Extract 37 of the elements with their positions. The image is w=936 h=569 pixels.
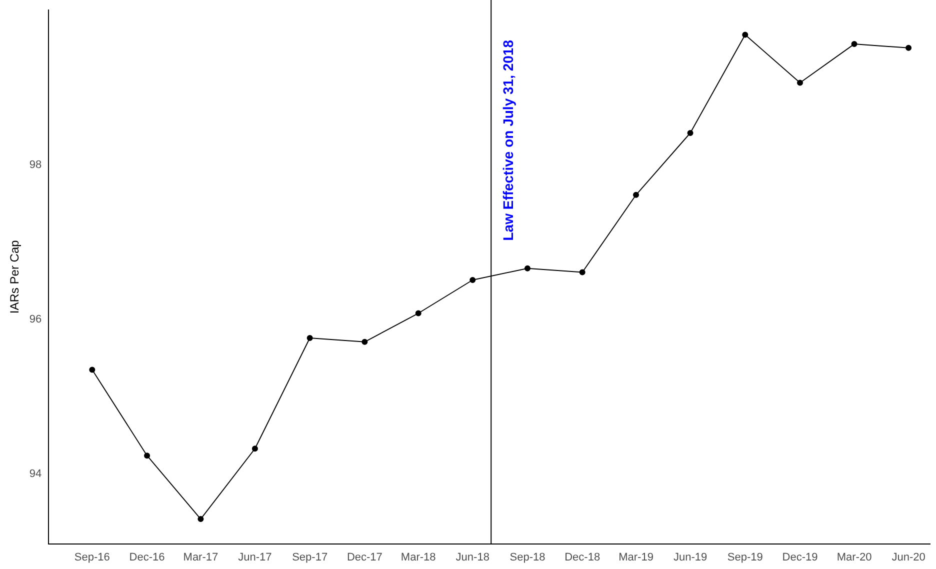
point (579, 269, 586, 276)
point (742, 32, 748, 38)
y-axis-title: IARs Per Cap (8, 240, 22, 314)
x-tick-label: Mar-18 (400, 551, 436, 564)
point (687, 130, 694, 136)
point (524, 265, 530, 272)
point (633, 192, 640, 198)
y-tick-label: 94 (29, 468, 42, 480)
x-tick-label: Jun-18 (456, 551, 490, 564)
x-tick-label: Dec-17 (346, 551, 382, 564)
x-tick-label: Jun-20 (892, 551, 926, 564)
point (252, 446, 258, 452)
point (362, 338, 368, 345)
point (851, 41, 858, 48)
x-tick-label: Dec-18 (564, 551, 600, 564)
point (415, 310, 422, 316)
x-tick-label: Jun-19 (673, 551, 708, 564)
x-tick-label: Dec-16 (129, 551, 165, 564)
x-tick-label: Sep-19 (727, 551, 763, 564)
point (906, 44, 912, 51)
x-tick-label: Sep-16 (74, 551, 110, 564)
point (144, 452, 150, 459)
x-tick-label: Mar-20 (836, 551, 872, 564)
point (470, 276, 476, 283)
y-tick-label: 98 (29, 158, 42, 171)
point (306, 335, 313, 342)
x-tick-label: Sep-18 (510, 551, 546, 564)
x-tick-label: Mar-17 (183, 551, 218, 564)
x-tick-label: Dec-19 (782, 551, 818, 564)
point (89, 366, 96, 373)
x-tick-label: Jun-17 (238, 551, 272, 564)
x-tick-label: Mar-19 (618, 551, 654, 564)
ref-line-label: Law Effective on July 31, 2018 (500, 40, 516, 241)
point (797, 80, 803, 86)
point (198, 516, 204, 522)
x-tick-label: Sep-17 (292, 551, 328, 564)
y-tick-label: 96 (29, 313, 42, 326)
